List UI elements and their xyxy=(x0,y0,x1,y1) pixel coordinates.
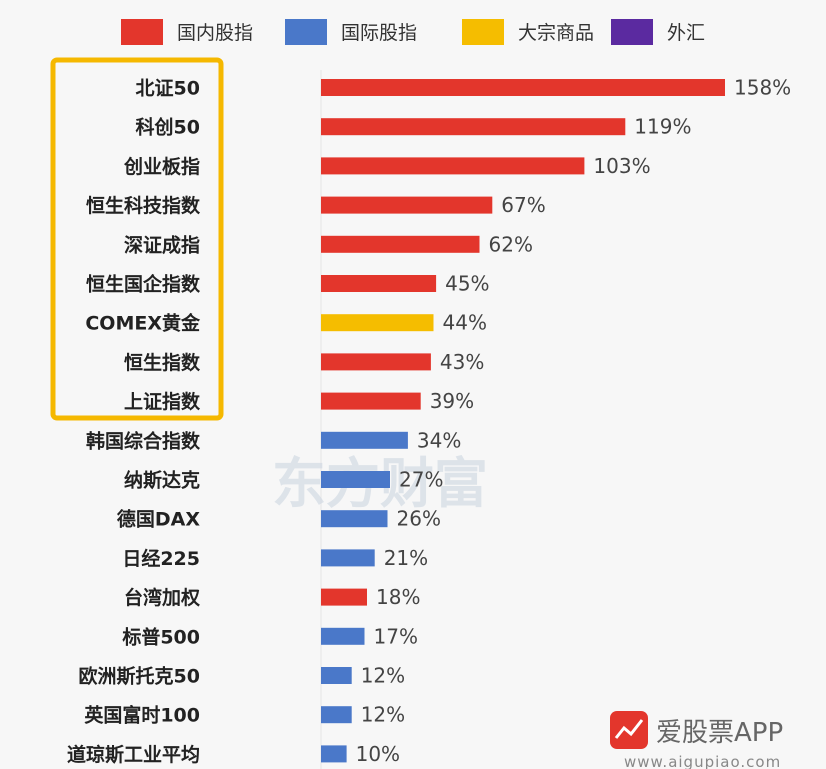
value-labels: 158% 119% 103% 67% 62%45% 44% 43% 39% 34% 27% 26% 2… xyxy=(356,76,792,766)
value-label: 44% xyxy=(443,311,487,335)
category-label: 深证成指 xyxy=(124,233,200,256)
bar xyxy=(321,157,585,175)
brand-icon xyxy=(610,711,648,749)
brand-url: www.aigupiao.com xyxy=(624,753,781,769)
category-label: 日经225 xyxy=(122,547,200,570)
legend-label: 国际股指 xyxy=(341,22,417,44)
category-label: 创业板指 xyxy=(123,155,200,178)
brand-logo: 爱股票APP www.aigupiao.com xyxy=(610,711,783,769)
legend-label: 外汇 xyxy=(667,22,705,44)
bar xyxy=(321,627,365,645)
bar xyxy=(321,118,626,136)
value-label: 18% xyxy=(376,585,420,609)
value-label: 158% xyxy=(734,76,791,100)
value-label: 43% xyxy=(440,350,484,374)
value-label: 67% xyxy=(501,193,545,217)
bar xyxy=(321,392,421,410)
bar xyxy=(321,196,493,214)
brand-name: 爱股票APP xyxy=(656,718,783,748)
legend: 国内股指 国际股指 大宗商品 外汇 xyxy=(121,19,705,45)
bar xyxy=(321,588,367,606)
category-label: 恒生指数 xyxy=(124,351,201,374)
bar xyxy=(321,275,437,292)
category-label: 标普500 xyxy=(122,625,200,648)
category-label: 台湾加权 xyxy=(124,586,200,609)
bar xyxy=(321,745,347,763)
legend-swatch xyxy=(611,19,653,45)
bar xyxy=(321,314,434,332)
legend-label: 大宗商品 xyxy=(518,22,594,44)
value-label: 26% xyxy=(397,507,441,531)
category-label: 恒生科技指数 xyxy=(86,194,201,217)
bar xyxy=(321,549,375,567)
category-label: 北证50 xyxy=(136,78,200,100)
category-label: 恒生国企指数 xyxy=(86,273,201,296)
value-label: 45% xyxy=(445,272,489,296)
bar xyxy=(321,431,408,449)
value-label: 39% xyxy=(430,389,474,413)
legend-swatch xyxy=(285,19,327,45)
bar xyxy=(321,471,390,488)
value-label: 103% xyxy=(593,154,650,178)
legend-swatch xyxy=(121,19,163,45)
category-label: 纳斯达克 xyxy=(124,469,200,492)
category-label: 欧洲斯托克50 xyxy=(79,665,200,688)
bar xyxy=(321,79,725,96)
value-label: 21% xyxy=(384,546,428,570)
value-label: 12% xyxy=(361,703,405,727)
category-label: 英国富时100 xyxy=(84,704,200,727)
bars-group xyxy=(321,79,725,763)
legend-swatch xyxy=(462,19,504,45)
bar xyxy=(321,706,352,724)
category-label: 上证指数 xyxy=(124,390,201,413)
category-label: 道琼斯工业平均 xyxy=(67,743,200,766)
chart-up-icon xyxy=(614,719,644,739)
value-label: 119% xyxy=(634,115,691,139)
bar xyxy=(321,667,352,684)
highlight-box xyxy=(50,57,224,421)
value-label: 34% xyxy=(417,428,461,452)
category-label: 科创50 xyxy=(136,116,200,139)
category-label: COMEX黄金 xyxy=(85,312,201,335)
legend-label: 国内股指 xyxy=(177,22,253,44)
bar xyxy=(321,235,480,253)
value-label: 62% xyxy=(489,232,533,256)
value-label: 27% xyxy=(399,468,443,492)
value-label: 10% xyxy=(356,742,400,766)
value-label: 17% xyxy=(374,624,418,648)
bar xyxy=(321,353,431,371)
value-label: 12% xyxy=(361,664,405,688)
category-label: 德国DAX xyxy=(117,508,200,531)
bar xyxy=(321,510,388,528)
category-label: 韩国综合指数 xyxy=(86,429,201,452)
